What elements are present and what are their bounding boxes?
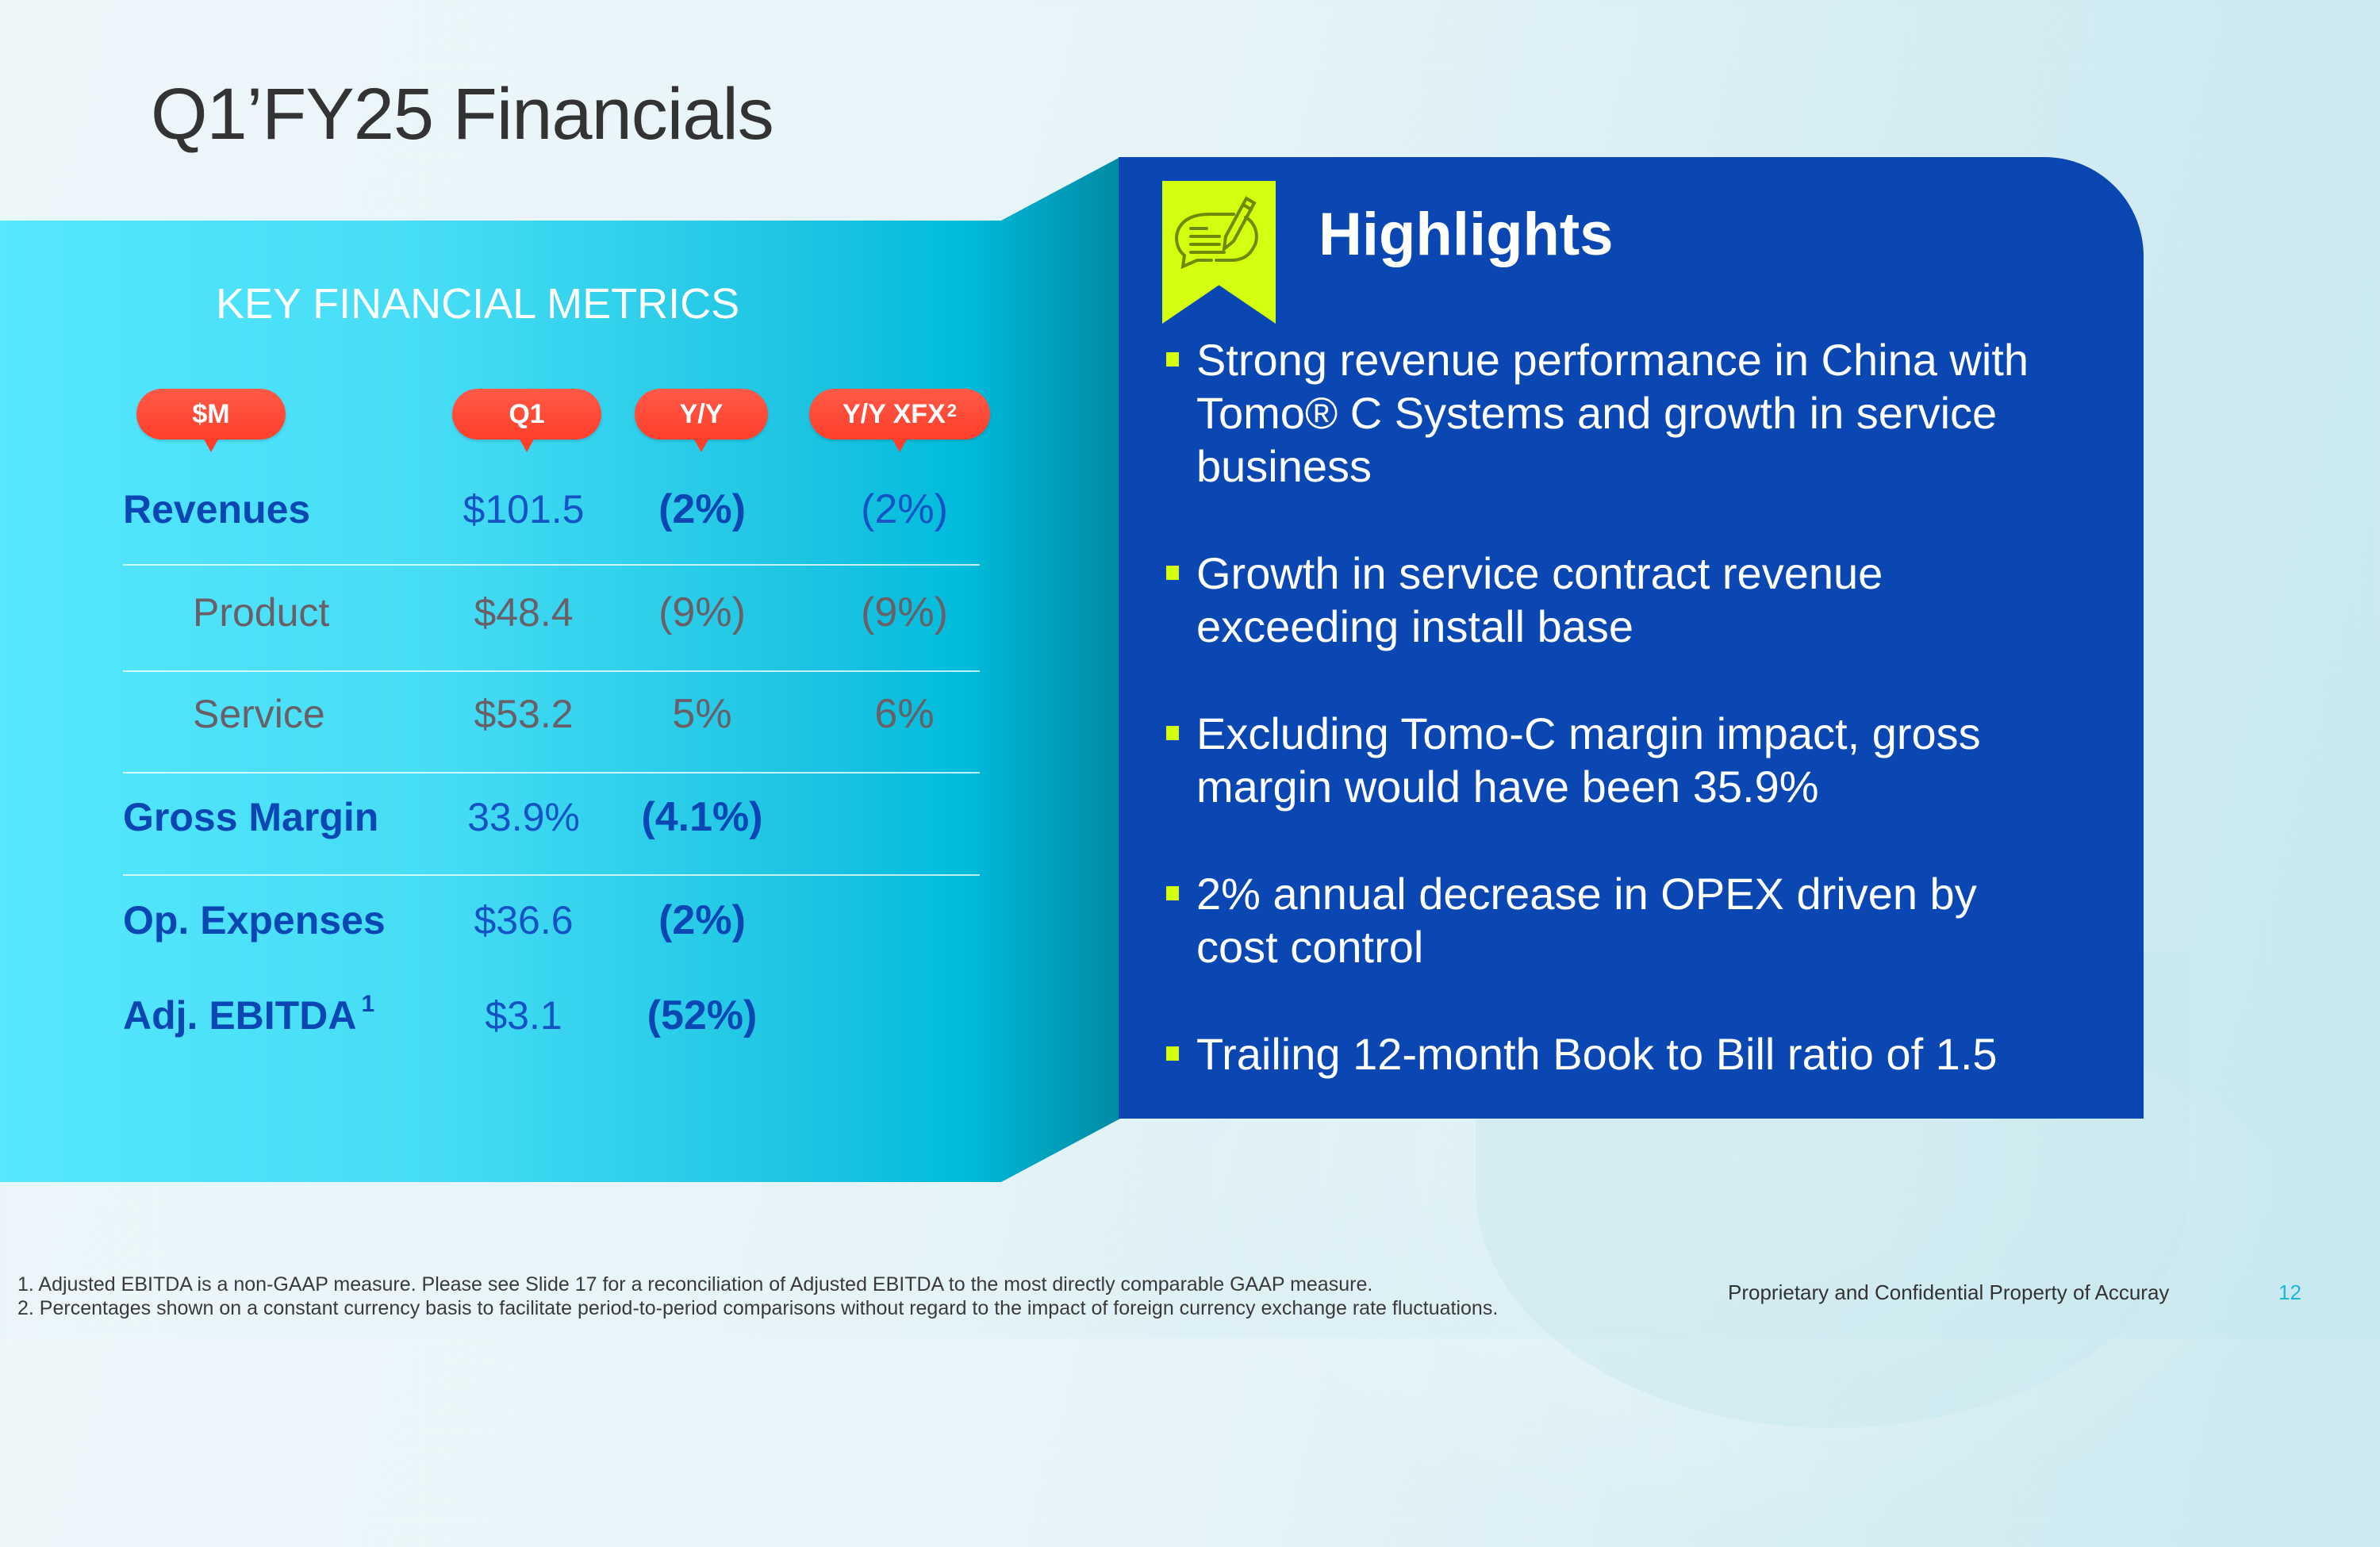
table-row: Product $48.4 (9%) (9%) <box>0 581 992 644</box>
header-yy-xfx-pill: Y/Y XFX 2 <box>809 389 990 452</box>
metric-yy: (2%) <box>658 486 746 532</box>
metric-yy: (9%) <box>658 589 746 635</box>
metric-yy-xfx: (9%) <box>861 589 948 635</box>
table-row: Gross Margin 33.9% (4.1%) <box>0 785 992 849</box>
bullet-square-icon <box>1166 886 1179 900</box>
highlights-panel <box>1119 157 2144 1119</box>
header-unit-pill: $M <box>136 389 286 452</box>
metric-q1: $101.5 <box>463 487 585 532</box>
metric-yy-xfx: 6% <box>874 691 935 737</box>
metric-yy-xfx: (2%) <box>861 486 948 532</box>
metric-label-text: Adj. EBITDA <box>123 993 357 1038</box>
metric-yy-xfx <box>825 785 984 849</box>
footnote-marker: 2 <box>946 401 957 420</box>
header-unit-label: $M <box>192 398 230 429</box>
highlight-text: Growth in service contract revenue excee… <box>1196 548 1883 651</box>
metric-label: Op. Expenses <box>123 898 386 942</box>
row-divider <box>123 564 980 566</box>
bullet-square-icon <box>1166 566 1179 580</box>
header-yy-pill: Y/Y <box>635 389 768 452</box>
header-yy-xfx-label: Y/Y XFX <box>842 398 946 429</box>
bullet-square-icon <box>1166 1046 1179 1061</box>
bullet-square-icon <box>1166 726 1179 740</box>
highlight-item: Excluding Tomo-C margin impact, gross ma… <box>1166 707 2021 813</box>
footnote-2: 2. Percentages shown on a constant curre… <box>17 1297 1499 1319</box>
highlights-list: Strong revenue performance in China with… <box>1166 333 2118 1134</box>
slide-title: Q1’FY25 Financials <box>151 74 774 155</box>
table-row: Op. Expenses $36.6 (2%) <box>0 889 992 952</box>
metric-label: Adj. EBITDA 1 <box>123 984 374 1047</box>
highlight-item: Trailing 12-month Book to Bill ratio of … <box>1166 1027 2148 1081</box>
highlight-text: Strong revenue performance in China with… <box>1196 335 2029 491</box>
metric-label: Product <box>193 590 330 635</box>
highlight-text: Excluding Tomo-C margin impact, gross ma… <box>1196 708 1981 812</box>
metric-label: Service <box>193 692 325 736</box>
table-row: Revenues $101.5 (2%) (2%) <box>0 478 992 541</box>
key-metrics-panel <box>0 157 1120 1182</box>
metric-q1: $3.1 <box>485 993 562 1038</box>
header-q1-label: Q1 <box>509 398 545 429</box>
header-q1-pill: Q1 <box>452 389 601 452</box>
metric-q1: $48.4 <box>474 590 574 635</box>
metric-yy: (4.1%) <box>641 794 763 840</box>
row-divider <box>123 772 980 774</box>
metric-yy-xfx <box>825 889 984 952</box>
key-metrics-title: KEY FINANCIAL METRICS <box>216 280 740 328</box>
metric-yy: 5% <box>672 691 732 737</box>
footnotes: 1. Adjusted EBITDA is a non-GAAP measure… <box>17 1273 1498 1320</box>
metric-yy: (52%) <box>647 992 758 1038</box>
metric-q1: $53.2 <box>474 692 574 736</box>
metric-q1: 33.9% <box>467 795 580 839</box>
metric-yy-xfx <box>825 984 984 1047</box>
highlight-text: 2% annual decrease in OPEX driven by cos… <box>1196 869 1977 972</box>
header-yy-label: Y/Y <box>679 398 724 429</box>
page-number: 12 <box>2278 1280 2301 1304</box>
highlights-title: Highlights <box>1319 201 1614 268</box>
metric-label: Revenues <box>123 487 311 532</box>
metric-q1: $36.6 <box>474 898 574 942</box>
footnote-marker: 1 <box>361 991 375 1017</box>
bullet-square-icon <box>1166 352 1179 367</box>
row-divider <box>123 670 980 672</box>
highlight-item: Strong revenue performance in China with… <box>1166 333 2061 493</box>
confidential-notice: Proprietary and Confidential Property of… <box>1728 1280 2170 1304</box>
metric-yy: (2%) <box>658 897 746 943</box>
chat-bubble-pencil-icon <box>1175 196 1258 270</box>
footnote-1: 1. Adjusted EBITDA is a non-GAAP measure… <box>17 1273 1373 1296</box>
row-divider <box>123 874 980 876</box>
table-row: Service $53.2 5% 6% <box>0 682 992 746</box>
table-row: Adj. EBITDA 1 $3.1 (52%) <box>0 984 992 1047</box>
metric-label: Gross Margin <box>123 795 379 839</box>
highlight-item: 2% annual decrease in OPEX driven by cos… <box>1166 867 2069 973</box>
highlight-item: Growth in service contract revenue excee… <box>1166 547 2021 653</box>
highlight-text: Trailing 12-month Book to Bill ratio of … <box>1196 1029 1998 1079</box>
